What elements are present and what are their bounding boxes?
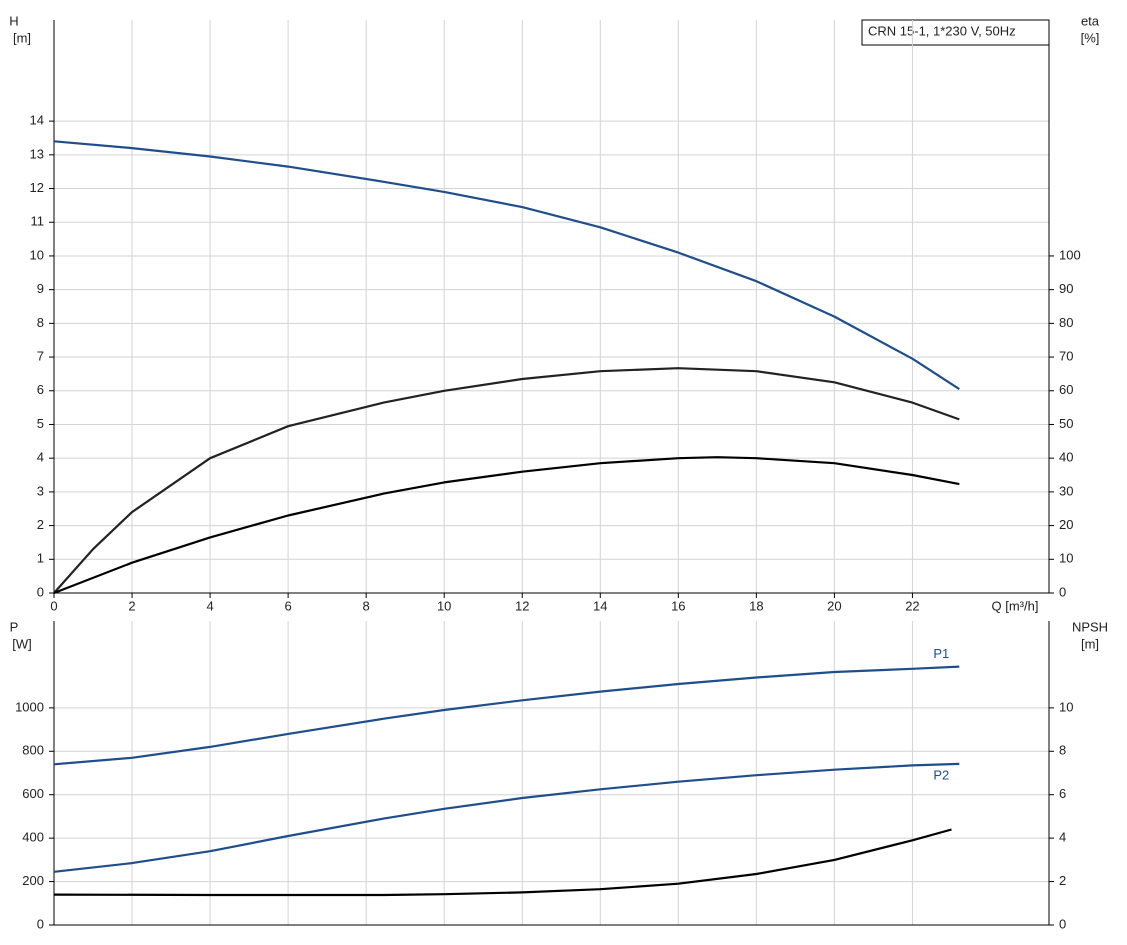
x-tick-label: 10 xyxy=(437,598,451,613)
y2-tick-label: 80 xyxy=(1059,315,1073,330)
series-label: P1 xyxy=(933,646,949,661)
y-tick-label: 600 xyxy=(22,786,44,801)
y-label: P xyxy=(10,619,19,634)
curve xyxy=(53,665,960,766)
y2-tick-label: 4 xyxy=(1059,830,1066,845)
x-tick-label: 20 xyxy=(827,598,841,613)
y-tick-label: 12 xyxy=(30,180,44,195)
x-tick-label: 14 xyxy=(593,598,607,613)
y2-tick-label: 100 xyxy=(1059,247,1081,262)
y-tick-label: 400 xyxy=(22,830,44,845)
y-tick-label: 4 xyxy=(37,450,44,465)
y-unit: [W] xyxy=(12,636,32,651)
y-tick-label: 11 xyxy=(31,214,45,229)
y2-unit: [%] xyxy=(1081,30,1100,45)
curve xyxy=(53,367,960,594)
y-tick-label: 14 xyxy=(30,113,44,128)
y2-tick-label: 8 xyxy=(1059,743,1066,758)
y-tick-label: 3 xyxy=(37,483,44,498)
y2-tick-label: 70 xyxy=(1059,348,1073,363)
x-tick-label: 18 xyxy=(749,598,763,613)
x-tick-label: 4 xyxy=(206,598,213,613)
x-tick-label: 12 xyxy=(515,598,529,613)
y2-tick-label: 60 xyxy=(1059,382,1073,397)
curve xyxy=(53,762,960,873)
y-tick-label: 1 xyxy=(37,551,44,566)
x-tick-label: 22 xyxy=(905,598,919,613)
curve xyxy=(53,828,952,897)
y-label: H xyxy=(9,13,18,28)
y-tick-label: 0 xyxy=(37,916,44,931)
y2-tick-label: 0 xyxy=(1059,916,1066,931)
y2-unit: [m] xyxy=(1081,636,1099,651)
x-tick-label: 0 xyxy=(50,598,57,613)
y2-label: eta xyxy=(1081,13,1100,28)
y2-tick-label: 0 xyxy=(1059,584,1066,599)
x-tick-label: 2 xyxy=(128,598,135,613)
x-tick-label: 6 xyxy=(285,598,292,613)
x-label: Q [m³/h] xyxy=(992,598,1039,613)
y2-tick-label: 6 xyxy=(1059,786,1066,801)
y2-tick-label: 10 xyxy=(1059,699,1073,714)
y-tick-label: 0 xyxy=(37,584,44,599)
chart-title: CRN 15-1, 1*230 V, 50Hz xyxy=(868,23,1016,38)
curve xyxy=(53,456,960,595)
y-tick-label: 6 xyxy=(37,382,44,397)
y2-label: NPSH xyxy=(1072,619,1108,634)
y-tick-label: 800 xyxy=(22,743,44,758)
y-unit: [m] xyxy=(13,30,31,45)
title-box xyxy=(861,19,1050,46)
y-tick-label: 10 xyxy=(30,247,44,262)
y2-tick-label: 30 xyxy=(1059,483,1073,498)
y2-tick-label: 90 xyxy=(1059,281,1073,296)
y2-tick-label: 50 xyxy=(1059,416,1073,431)
y-tick-label: 9 xyxy=(37,281,44,296)
y2-tick-label: 20 xyxy=(1059,517,1073,532)
y-tick-label: 1000 xyxy=(15,699,44,714)
y-tick-label: 5 xyxy=(37,416,44,431)
curve xyxy=(53,140,960,391)
y-tick-label: 8 xyxy=(37,315,44,330)
series-label: P2 xyxy=(933,767,949,782)
x-tick-label: 16 xyxy=(671,598,685,613)
y-tick-label: 200 xyxy=(22,873,44,888)
y-tick-label: 2 xyxy=(37,517,44,532)
y-tick-label: 7 xyxy=(37,348,44,363)
y2-tick-label: 40 xyxy=(1059,450,1073,465)
y-tick-label: 13 xyxy=(30,146,44,161)
y2-tick-label: 10 xyxy=(1059,551,1073,566)
y2-tick-label: 2 xyxy=(1059,873,1066,888)
x-tick-label: 8 xyxy=(363,598,370,613)
